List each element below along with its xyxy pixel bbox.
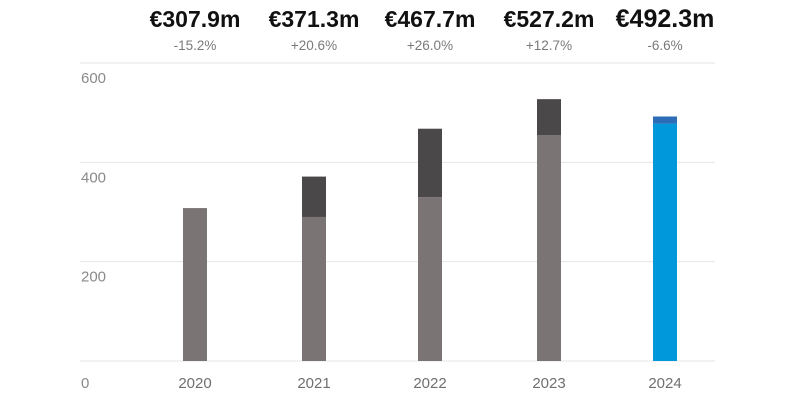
value-label: €307.9m <box>150 6 241 32</box>
value-label: €492.3m <box>616 5 715 33</box>
value-label: €527.2m <box>504 6 595 32</box>
y-tick-label: 0 <box>81 375 89 392</box>
bar-top-2022 <box>418 128 442 198</box>
change-label: +12.7% <box>526 38 572 53</box>
bar-base-2022 <box>418 197 442 361</box>
x-axis-ticks: 2020 2021 2022 2023 2024 <box>178 375 681 392</box>
y-tick-label: 200 <box>81 269 106 286</box>
value-labels: €307.9m -15.2% €371.3m +20.6% €467.7m +26.0% €… <box>150 5 715 53</box>
bar-base-2020 <box>183 208 207 361</box>
y-tick-label: 600 <box>81 70 106 87</box>
y-axis-ticks: 0 200 400 600 <box>81 70 106 392</box>
bar-top-2023 <box>537 99 561 136</box>
gridlines <box>80 62 715 362</box>
change-label: +20.6% <box>291 38 337 53</box>
bar-base-2023 <box>537 135 561 361</box>
bar-base-2024 <box>653 123 677 362</box>
bars <box>183 99 677 362</box>
bar-top-2021 <box>302 176 326 217</box>
bar-top-2024 <box>653 116 677 124</box>
value-label: €467.7m <box>385 6 476 32</box>
change-label: +26.0% <box>407 38 453 53</box>
bar-base-2021 <box>302 216 326 361</box>
change-label: -15.2% <box>174 38 217 53</box>
x-tick-label: 2023 <box>532 375 565 392</box>
value-label: €371.3m <box>269 6 360 32</box>
x-tick-label: 2020 <box>178 375 211 392</box>
change-label: -6.6% <box>647 38 682 53</box>
x-tick-label: 2021 <box>297 375 330 392</box>
x-tick-label: 2022 <box>413 375 446 392</box>
x-tick-label: 2024 <box>648 375 681 392</box>
y-tick-label: 400 <box>81 169 106 186</box>
